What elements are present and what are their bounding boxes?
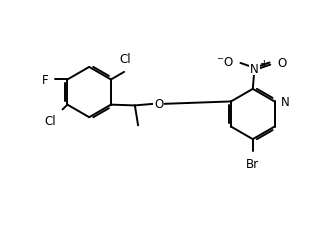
Text: Cl: Cl — [119, 53, 131, 66]
Text: $^{-}$O: $^{-}$O — [216, 56, 234, 69]
Text: N: N — [281, 95, 290, 109]
Text: N: N — [250, 62, 259, 75]
Text: Br: Br — [246, 157, 259, 170]
Text: F: F — [42, 74, 48, 87]
Text: O: O — [154, 98, 163, 111]
Text: +: + — [259, 59, 268, 69]
Text: Cl: Cl — [45, 115, 56, 128]
Text: O: O — [277, 57, 287, 70]
